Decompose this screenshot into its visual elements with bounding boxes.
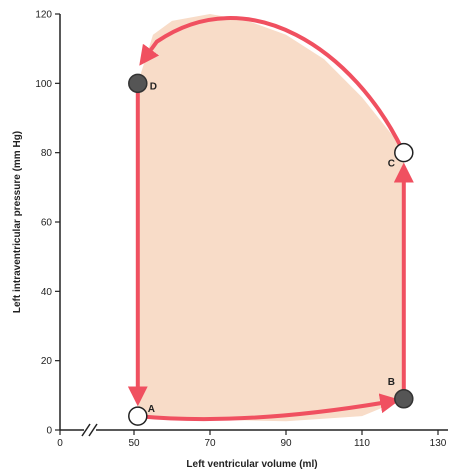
ejection-segment (139, 16, 406, 154)
loop-layer (127, 14, 414, 422)
point-label-a: A (148, 404, 155, 415)
loop-area (137, 14, 404, 422)
axis-break-mark (88, 423, 98, 437)
y-tick-label: 0 (46, 426, 52, 437)
x-tick-label: 110 (354, 438, 370, 449)
x-tick-label: 70 (204, 438, 216, 449)
point-d (128, 73, 148, 94)
point-c (394, 142, 414, 163)
filling-segment (137, 393, 401, 422)
y-tick-label: 40 (41, 287, 53, 298)
y-axis-title: Left intraventricular pressure (mm Hg) (12, 131, 23, 313)
y-tick-label: 60 (41, 218, 53, 229)
x-tick-label: 130 (430, 438, 447, 449)
point-label-c: C (388, 159, 395, 170)
point-label-d: D (150, 81, 157, 92)
x-axis-title: Left ventricular volume (ml) (186, 459, 317, 470)
x-tick-label: 50 (128, 438, 140, 449)
x-tick-label: 90 (280, 438, 292, 449)
labels-layer: A B C D (148, 81, 395, 415)
axis-break-mark (81, 423, 91, 437)
y-tick-label: 20 (41, 356, 53, 367)
y-tick-label: 80 (41, 148, 53, 159)
y-tick-label: 120 (35, 10, 52, 21)
points-layer (128, 73, 414, 426)
point-label-b: B (388, 377, 395, 388)
x-tick-label: 0 (57, 438, 63, 449)
point-a (128, 406, 148, 426)
point-b (394, 389, 414, 409)
axes: 0 20 40 60 80 100 120 0 50 70 90 110 130 Left ventric… (12, 10, 448, 470)
y-tick-label: 100 (35, 79, 52, 90)
